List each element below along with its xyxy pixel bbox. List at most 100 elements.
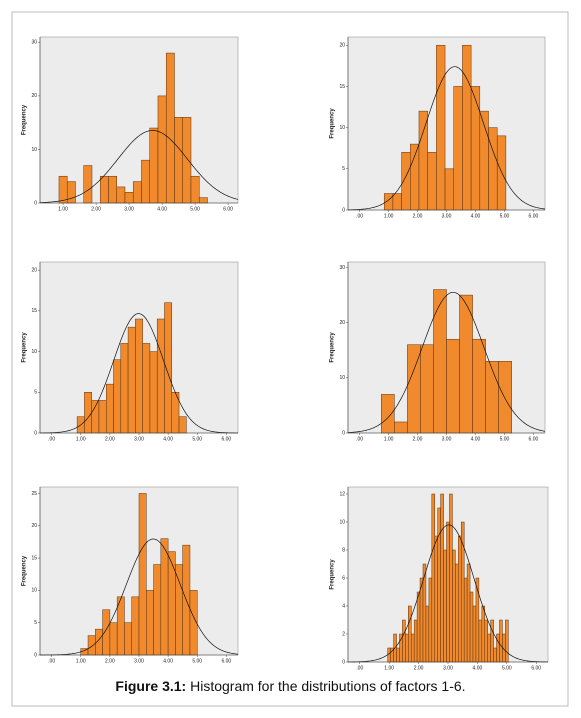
y-tick-label: 0 [342, 430, 345, 436]
histogram-bar [394, 421, 408, 434]
y-tick-label: 6 [342, 575, 345, 581]
histogram-bar [505, 619, 509, 663]
normal-curve [347, 291, 546, 433]
histogram-bar [58, 175, 68, 204]
x-tick-label: 4.00 [473, 665, 483, 671]
histogram-bar [485, 361, 499, 434]
histogram-bar [410, 143, 420, 211]
y-tick-label: 5 [342, 166, 345, 172]
histogram-bar [490, 619, 494, 663]
histogram-bar [478, 619, 483, 663]
y-tick-label: 20 [31, 267, 37, 273]
histogram-bar [141, 159, 150, 204]
histogram-bar [481, 605, 486, 663]
y-tick-label: 0 [34, 200, 37, 206]
y-tick-label: 12 [339, 491, 345, 497]
x-tick-label: 6.00 [221, 436, 231, 442]
y-tick-label: 10 [339, 375, 345, 381]
histogram-bar [433, 289, 447, 434]
x-tick-label: 2.00 [414, 665, 424, 671]
x-tick-label: .00 [48, 436, 55, 442]
x-tick-label: 1.00 [384, 665, 394, 671]
histogram-bar [472, 605, 477, 663]
histogram-bar [190, 175, 200, 204]
x-tick-label: 5.00 [192, 658, 202, 664]
histogram-bar [449, 493, 453, 663]
normal-curve [347, 66, 546, 211]
histogram-bar [460, 521, 465, 663]
histogram-bar [425, 605, 430, 663]
histogram-bar [120, 343, 129, 434]
histogram-bar [496, 633, 500, 663]
y-tick-label: 25 [31, 491, 37, 497]
histogram-bar [472, 338, 486, 434]
y-axis-label: Frequency [22, 332, 28, 363]
histogram-bar [470, 86, 481, 211]
histogram-bar [462, 44, 472, 211]
y-tick-label: 10 [339, 125, 345, 131]
y-axis-label: Frequency [330, 332, 336, 363]
histogram-bar [413, 619, 418, 663]
x-tick-label: 4.00 [163, 436, 173, 442]
histogram-bar [105, 383, 114, 434]
histogram-bar [142, 343, 151, 434]
histogram-bar [444, 168, 454, 211]
histogram-bar [455, 563, 459, 663]
x-tick-label: .00 [356, 436, 363, 442]
histogram-bar [488, 127, 498, 211]
y-tick-label: 30 [339, 265, 345, 271]
histogram-bar [127, 326, 136, 434]
y-tick-label: 8 [342, 547, 345, 553]
histogram-bar [66, 181, 76, 204]
histogram-bar [174, 117, 183, 204]
histogram-bar [149, 351, 158, 434]
histogram-bar [146, 590, 154, 656]
x-tick-label: 2.00 [413, 213, 423, 219]
x-tick-label: 1.00 [384, 213, 394, 219]
x-tick-label: 5.00 [190, 206, 200, 212]
y-tick-label: 0 [342, 659, 345, 665]
histogram-bar [434, 535, 438, 663]
x-tick-label: 1.00 [76, 436, 86, 442]
normal-curve [40, 538, 239, 656]
histogram-bar [387, 647, 391, 663]
histogram-bar [381, 394, 395, 434]
histogram-bar [443, 549, 447, 663]
histogram-bar [493, 647, 497, 663]
x-tick-label: 1.00 [76, 658, 86, 664]
normal-curve [39, 130, 239, 203]
y-tick-label: 0 [34, 430, 37, 436]
y-tick-label: 20 [339, 43, 345, 49]
histogram-bar [427, 152, 437, 211]
histogram-bar [402, 619, 406, 663]
histogram-bar [436, 44, 446, 211]
x-tick-label: 3.00 [443, 665, 453, 671]
histogram-bar [401, 152, 411, 211]
histogram-bar [458, 535, 462, 663]
histogram-bar [124, 192, 134, 204]
histogram-bar [437, 507, 441, 663]
histogram-bar [198, 197, 208, 204]
histogram-bar [109, 622, 118, 656]
histogram-bar [84, 392, 92, 434]
histogram-bar [463, 577, 468, 663]
x-tick-label: 3.00 [442, 213, 452, 219]
normal-curve [347, 524, 549, 663]
y-tick-label: 20 [31, 93, 37, 99]
y-tick-label: 15 [31, 555, 37, 561]
histogram-bar [446, 521, 450, 663]
histogram-bar [453, 86, 463, 211]
y-tick-label: 10 [31, 588, 37, 594]
histogram-bar [487, 633, 491, 663]
y-axis-label: Frequency [330, 108, 336, 139]
histogram-bar [446, 338, 460, 434]
histogram-bar [156, 318, 165, 434]
y-axis-label: Frequency [22, 555, 28, 586]
histogram-bar [469, 591, 474, 663]
normal-curve [39, 313, 239, 434]
histogram-bar [408, 605, 412, 663]
histogram-bar [91, 400, 100, 434]
y-tick-label: 15 [31, 308, 37, 314]
y-tick-label: 10 [339, 519, 345, 525]
